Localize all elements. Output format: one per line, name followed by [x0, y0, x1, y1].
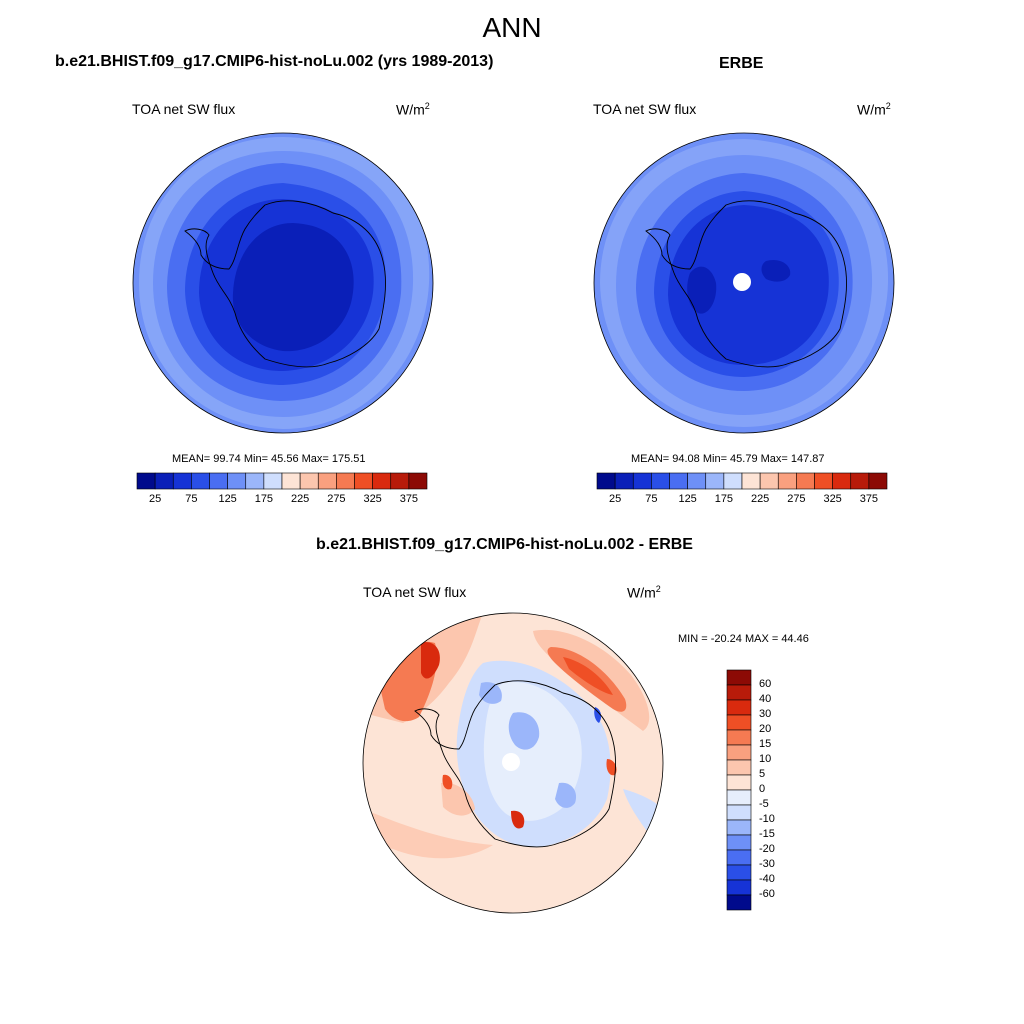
panel2-colorbar-tick-label: 225: [750, 493, 770, 505]
panel1-colorbar-tick-label: 75: [185, 493, 198, 505]
panel1-variable-label: TOA net SW flux: [132, 101, 236, 117]
panel3-colorbar-tick-label: 60: [759, 678, 772, 690]
panel2-colorbar-swatch: [741, 472, 761, 490]
panel2-stats: MEAN= 94.08 Min= 45.79 Max= 147.87: [631, 453, 825, 465]
panel1-colorbar-swatch: [372, 472, 392, 490]
panel1-polar-map: [132, 132, 434, 434]
panel1-colorbar-tick-label: 225: [290, 493, 310, 505]
panel3-title: b.e21.BHIST.f09_g17.CMIP6-hist-noLu.002 …: [316, 536, 693, 553]
panel1-colorbar-tick-label: 325: [363, 493, 382, 505]
panel3-variable-label: TOA net SW flux: [363, 584, 467, 600]
panel3-colorbar-swatch: [726, 714, 752, 731]
panel2-variable-label: TOA net SW flux: [593, 101, 697, 117]
panel3-colorbar-swatch: [726, 879, 752, 896]
panel2-colorbar-swatch: [832, 472, 852, 490]
panel3-colorbar-tick-label: -5: [759, 798, 769, 810]
panel3-colorbar-swatch: [726, 759, 752, 776]
panel1-colorbar-swatch: [354, 472, 373, 490]
panel2-colorbar-swatch: [796, 472, 815, 490]
panel2-colorbar-swatch: [687, 472, 707, 490]
panel3-colorbar-swatch: [726, 669, 752, 686]
panel1-colorbar-swatch: [390, 472, 410, 490]
panel1-stats: MEAN= 99.74 Min= 45.56 Max= 175.51: [172, 453, 366, 465]
panel3-colorbar-tick-label: -60: [759, 888, 775, 900]
panel3-colorbar-tick-label: 15: [759, 738, 772, 750]
panel2-colorbar-swatch: [868, 472, 888, 490]
figure-title: ANN: [482, 12, 542, 43]
panel2-colorbar-swatch: [723, 472, 743, 490]
panel1-colorbar: [136, 472, 428, 490]
panel2-colorbar-swatch: [777, 472, 797, 490]
panel1-colorbar-swatch: [263, 472, 283, 490]
panel1-colorbar-tick-label: 25: [149, 493, 162, 505]
panel2-title: ERBE: [719, 55, 764, 72]
panel1-colorbar-swatch: [191, 472, 210, 490]
panel2-colorbar-swatch: [850, 472, 870, 490]
panel2-colorbar-swatch: [614, 472, 634, 490]
panel3-colorbar: [726, 669, 752, 911]
panel1-colorbar-swatch: [336, 472, 355, 490]
panel2-colorbar-tick-label: 175: [714, 493, 734, 505]
panel3-colorbar-swatch: [726, 684, 752, 701]
panel3-colorbar-tick-label: 5: [759, 768, 766, 780]
panel2-colorbar-tick-label: 125: [678, 493, 697, 505]
panel2-colorbar-swatch: [669, 472, 688, 490]
panel3-colorbar-tick-label: 10: [759, 753, 772, 765]
panel3-colorbar-tick-label: 30: [759, 708, 772, 720]
panel3-colorbar-tick-label: -20: [759, 843, 775, 855]
panel1-colorbar-swatch: [209, 472, 228, 490]
panel3-colorbar-tick-label: -40: [759, 873, 775, 885]
panel2-polar-map: [593, 132, 895, 434]
panel1-colorbar-swatch: [245, 472, 265, 490]
panel2-colorbar-swatch: [705, 472, 725, 490]
panel2-colorbar-tick-label: 75: [645, 493, 658, 505]
panel2-colorbar-swatch: [632, 472, 652, 490]
panel3-colorbar-swatch: [726, 804, 752, 821]
panel1-colorbar-swatch: [136, 472, 156, 490]
panel3-colorbar-tick-label: 20: [759, 723, 772, 735]
panel3-colorbar-swatch: [726, 789, 752, 806]
panel1-colorbar-swatch: [299, 472, 319, 490]
panel3-colorbar-swatch: [726, 864, 752, 881]
panel1-colorbar-tick-label: 125: [218, 493, 237, 505]
panel1-colorbar-tick-label: 375: [399, 493, 419, 505]
panel3-stats: MIN = -20.24 MAX = 44.46: [678, 633, 809, 645]
panel3-unit-label: W/m2: [627, 584, 661, 601]
panel1-title: b.e21.BHIST.f09_g17.CMIP6-hist-noLu.002 …: [55, 53, 494, 70]
panel3-colorbar-tick-label: 0: [759, 783, 766, 795]
panel1-unit-label: W/m2: [396, 101, 430, 118]
panel1-colorbar-swatch: [408, 472, 428, 490]
panel3-colorbar-swatch: [726, 744, 752, 761]
panel2-colorbar-tick-label: 375: [859, 493, 879, 505]
panel3-colorbar-swatch: [726, 849, 752, 866]
panel2-colorbar-swatch: [814, 472, 833, 490]
panel2-colorbar-swatch: [651, 472, 670, 490]
panel2-colorbar-tick-label: 325: [823, 493, 842, 505]
panel1-colorbar-swatch: [281, 472, 301, 490]
panel3-colorbar-tick-label: -10: [759, 813, 775, 825]
panel3-polar-map: [362, 612, 664, 914]
panel1-colorbar-swatch: [154, 472, 174, 490]
panel1-colorbar-swatch: [227, 472, 247, 490]
panel1-colorbar-swatch: [172, 472, 192, 490]
panel3-colorbar-tick-label: -15: [759, 828, 775, 840]
panel2-colorbar-tick-label: 25: [609, 493, 622, 505]
panel3-colorbar-swatch: [726, 894, 752, 911]
panel1-colorbar-tick-label: 175: [254, 493, 274, 505]
panel3-colorbar-swatch: [726, 774, 752, 791]
panel2-unit-label: W/m2: [857, 101, 891, 118]
panel1-colorbar-tick-label: 275: [327, 493, 346, 505]
panel2-colorbar: [596, 472, 888, 490]
panel3-colorbar-swatch: [726, 699, 752, 716]
panel1-colorbar-swatch: [317, 472, 337, 490]
panel2-colorbar-tick-label: 275: [787, 493, 806, 505]
panel3-colorbar-swatch: [726, 834, 752, 851]
panel3-colorbar-tick-label: 40: [759, 693, 772, 705]
panel3-colorbar-swatch: [726, 729, 752, 746]
panel2-colorbar-swatch: [759, 472, 779, 490]
panel3-colorbar-tick-label: -30: [759, 858, 775, 870]
panel2-colorbar-swatch: [596, 472, 616, 490]
panel3-colorbar-swatch: [726, 819, 752, 836]
